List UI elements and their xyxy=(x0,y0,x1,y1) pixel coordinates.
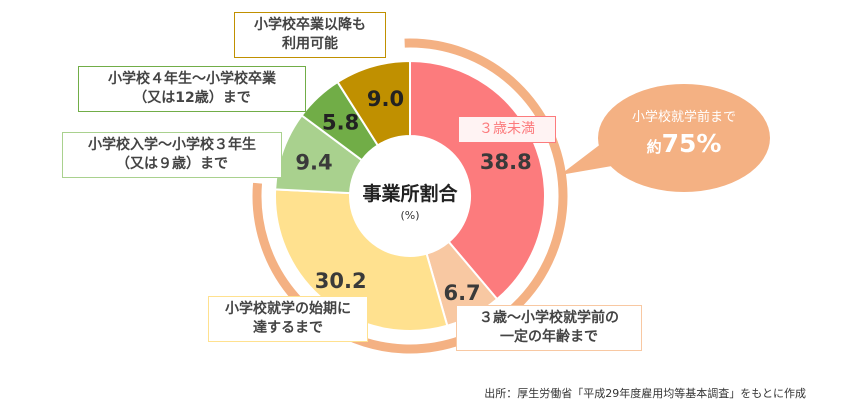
label-to-grade3-line2: （又は９歳）まで xyxy=(116,156,228,172)
value-label-to-preschool: 6.7 xyxy=(443,281,480,305)
callout-ellipse xyxy=(598,84,770,192)
label-to-school-start-line1: 小学校就学の始期に xyxy=(225,301,351,317)
value-label-under3: 38.8 xyxy=(480,150,532,174)
callout-prefix: 約 xyxy=(646,138,662,156)
label-after-grad: 小学校卒業以降も 利用可能 xyxy=(234,12,386,58)
label-to-preschool: ３歳～小学校就学前の 一定の年齢まで xyxy=(456,305,642,351)
label-under3: ３歳未満 xyxy=(458,116,556,143)
label-to-school-start: 小学校就学の始期に 達するまで xyxy=(208,296,368,342)
label-to-preschool-line1: ３歳～小学校就学前の xyxy=(479,310,619,326)
label-after-grad-line2: 利用可能 xyxy=(282,36,338,52)
callout-value: 75% xyxy=(661,129,722,158)
callout-tail xyxy=(560,140,612,175)
chart-unit: (%) xyxy=(400,209,419,222)
label-to-grade3-line1: 小学校入学～小学校３年生 xyxy=(88,137,256,153)
label-to-grade6-line2: （又は12歳）まで xyxy=(133,90,251,106)
value-label-after-grad: 9.0 xyxy=(367,87,404,111)
label-to-grade6-line1: 小学校４年生～小学校卒業 xyxy=(108,71,276,87)
value-label-to-grade3: 9.4 xyxy=(295,151,332,175)
label-to-grade3: 小学校入学～小学校３年生 （又は９歳）まで xyxy=(62,132,282,178)
chart-title: 事業所割合 xyxy=(362,182,458,205)
value-label-to-grade6: 5.8 xyxy=(322,110,359,134)
callout-line1: 小学校就学前まで xyxy=(631,110,736,125)
label-under3-text: ３歳未満 xyxy=(479,121,535,137)
label-after-grad-line1: 小学校卒業以降も xyxy=(254,17,366,33)
callout-percent: 約75% xyxy=(610,128,758,163)
label-to-preschool-line2: 一定の年齢まで xyxy=(500,329,598,345)
value-label-to-school-start: 30.2 xyxy=(315,269,367,293)
label-to-grade6: 小学校４年生～小学校卒業 （又は12歳）まで xyxy=(78,66,306,112)
label-to-school-start-line2: 達するまで xyxy=(253,320,323,336)
callout-bubble xyxy=(560,84,770,192)
callout-text: 小学校就学前まで 約75% xyxy=(610,108,758,163)
source-note: 出所：厚生労働省「平成29年度雇用均等基本調査」をもとに作成 xyxy=(484,387,806,400)
donut-hole xyxy=(350,136,470,256)
